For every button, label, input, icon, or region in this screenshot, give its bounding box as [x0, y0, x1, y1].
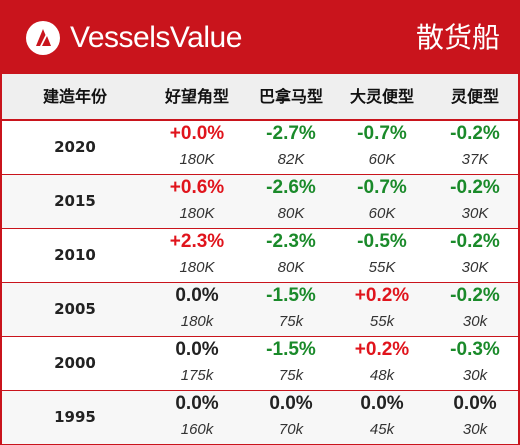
vessel-size: 180K [179, 205, 215, 222]
capesize-cell: +0.6% 180K [150, 175, 244, 228]
panamax-cell: -2.3% 80K [244, 229, 338, 282]
value-change: +0.6% [169, 177, 225, 198]
panamax-cell: 0.0% 70k [244, 391, 338, 444]
table-row: 2015 +0.6% 180K -2.6% 80K -0.7% 60K -0.2% 30K [2, 175, 518, 229]
capesize-cell: +2.3% 180K [150, 229, 244, 282]
vessel-size: 180k [180, 313, 214, 330]
handysize-cell: -0.2% 30K [428, 175, 520, 228]
vessel-size: 30K [461, 205, 489, 222]
supramax-cell: 0.0% 45k [335, 391, 429, 444]
vessel-size: 80K [277, 259, 305, 276]
vessel-size: 180K [179, 151, 215, 168]
value-change: +0.0% [169, 123, 225, 144]
table-row: 2000 0.0% 175k -1.5% 75k +0.2% 48k -0.3% 30k [2, 337, 518, 391]
panamax-cell: -1.5% 75k [244, 283, 338, 336]
section-title: 散货船 [415, 21, 500, 54]
value-change: -2.3% [266, 231, 316, 252]
header-handysize: 灵便型 [450, 87, 499, 106]
value-change: +2.3% [169, 231, 225, 252]
vessel-size: 30k [462, 367, 488, 384]
value-change: -0.3% [450, 339, 500, 360]
build-year-cell: 2015 [54, 192, 96, 210]
vessel-size: 45k [369, 421, 395, 438]
vessel-size: 60K [368, 205, 396, 222]
vessel-size: 160k [180, 421, 214, 438]
header-supramax: 大灵便型 [349, 87, 414, 106]
table-header-row: 建造年份 好望角型 巴拿马型 大灵便型 灵便型 [2, 74, 518, 121]
value-change: -1.5% [266, 339, 316, 360]
vessel-size: 55k [369, 313, 395, 330]
vessel-size: 30k [462, 313, 488, 330]
header-panamax: 巴拿马型 [258, 87, 323, 106]
brand-name: VesselsValue [70, 21, 242, 54]
build-year-cell: 2020 [54, 138, 96, 156]
table-row: 2020 +0.0% 180K -2.7% 82K -0.7% 60K -0.2% 37K [2, 121, 518, 175]
capesize-cell: 0.0% 160k [150, 391, 244, 444]
build-year-cell: 2005 [54, 300, 96, 318]
panamax-cell: -1.5% 75k [244, 337, 338, 390]
capesize-cell: 0.0% 180k [150, 283, 244, 336]
vessel-size: 70k [278, 421, 304, 438]
build-year-cell: 2000 [54, 354, 96, 372]
value-change: 0.0% [175, 339, 219, 360]
value-change: -1.5% [266, 285, 316, 306]
vessel-size: 80K [277, 205, 305, 222]
vessel-size: 37K [461, 151, 489, 168]
handysize-cell: -0.3% 30k [428, 337, 520, 390]
header-build-year: 建造年份 [42, 87, 107, 106]
value-change: -0.7% [357, 123, 407, 144]
vessel-size: 30k [462, 421, 488, 438]
vessel-size: 82K [277, 151, 305, 168]
vessel-size: 55K [368, 259, 396, 276]
table-row: 2005 0.0% 180k -1.5% 75k +0.2% 55k -0.2% 30k [2, 283, 518, 337]
vessel-size: 180K [179, 259, 215, 276]
header-banner: VesselsValue 散货船 [2, 2, 518, 74]
value-change: -2.6% [266, 177, 316, 198]
handysize-cell: -0.2% 30K [428, 229, 520, 282]
table-row: 1995 0.0% 160k 0.0% 70k 0.0% 45k 0.0% 30k [2, 391, 518, 445]
value-change: 0.0% [360, 393, 404, 414]
supramax-cell: +0.2% 48k [335, 337, 429, 390]
capesize-cell: 0.0% 175k [150, 337, 244, 390]
vessel-size: 60K [368, 151, 396, 168]
value-change: 0.0% [175, 393, 219, 414]
handysize-cell: 0.0% 30k [428, 391, 520, 444]
vesselsvalue-logo-icon [26, 21, 60, 55]
value-change: -0.2% [450, 285, 500, 306]
vessel-size: 175k [180, 367, 214, 384]
value-change: +0.2% [354, 285, 410, 306]
panamax-cell: -2.6% 80K [244, 175, 338, 228]
value-change: 0.0% [453, 393, 497, 414]
value-change: -0.7% [357, 177, 407, 198]
value-change: -2.7% [266, 123, 316, 144]
supramax-cell: -0.5% 55K [335, 229, 429, 282]
build-year-cell: 1995 [54, 408, 96, 426]
build-year-cell: 2010 [54, 246, 96, 264]
value-change: -0.5% [357, 231, 407, 252]
value-change: -0.2% [450, 231, 500, 252]
supramax-cell: +0.2% 55k [335, 283, 429, 336]
value-change: -0.2% [450, 177, 500, 198]
value-change: 0.0% [175, 285, 219, 306]
capesize-cell: +0.0% 180K [150, 121, 244, 174]
value-change: 0.0% [269, 393, 313, 414]
panamax-cell: -2.7% 82K [244, 121, 338, 174]
header-capesize: 好望角型 [164, 87, 229, 106]
vessel-size: 48k [369, 367, 395, 384]
handysize-cell: -0.2% 37K [428, 121, 520, 174]
value-change: +0.2% [354, 339, 410, 360]
vessel-size: 75k [278, 313, 304, 330]
table-row: 2010 +2.3% 180K -2.3% 80K -0.5% 55K -0.2% 30K [2, 229, 518, 283]
vessel-size: 75k [278, 367, 304, 384]
handysize-cell: -0.2% 30k [428, 283, 520, 336]
value-change: -0.2% [450, 123, 500, 144]
supramax-cell: -0.7% 60K [335, 175, 429, 228]
supramax-cell: -0.7% 60K [335, 121, 429, 174]
vessel-size: 30K [461, 259, 489, 276]
